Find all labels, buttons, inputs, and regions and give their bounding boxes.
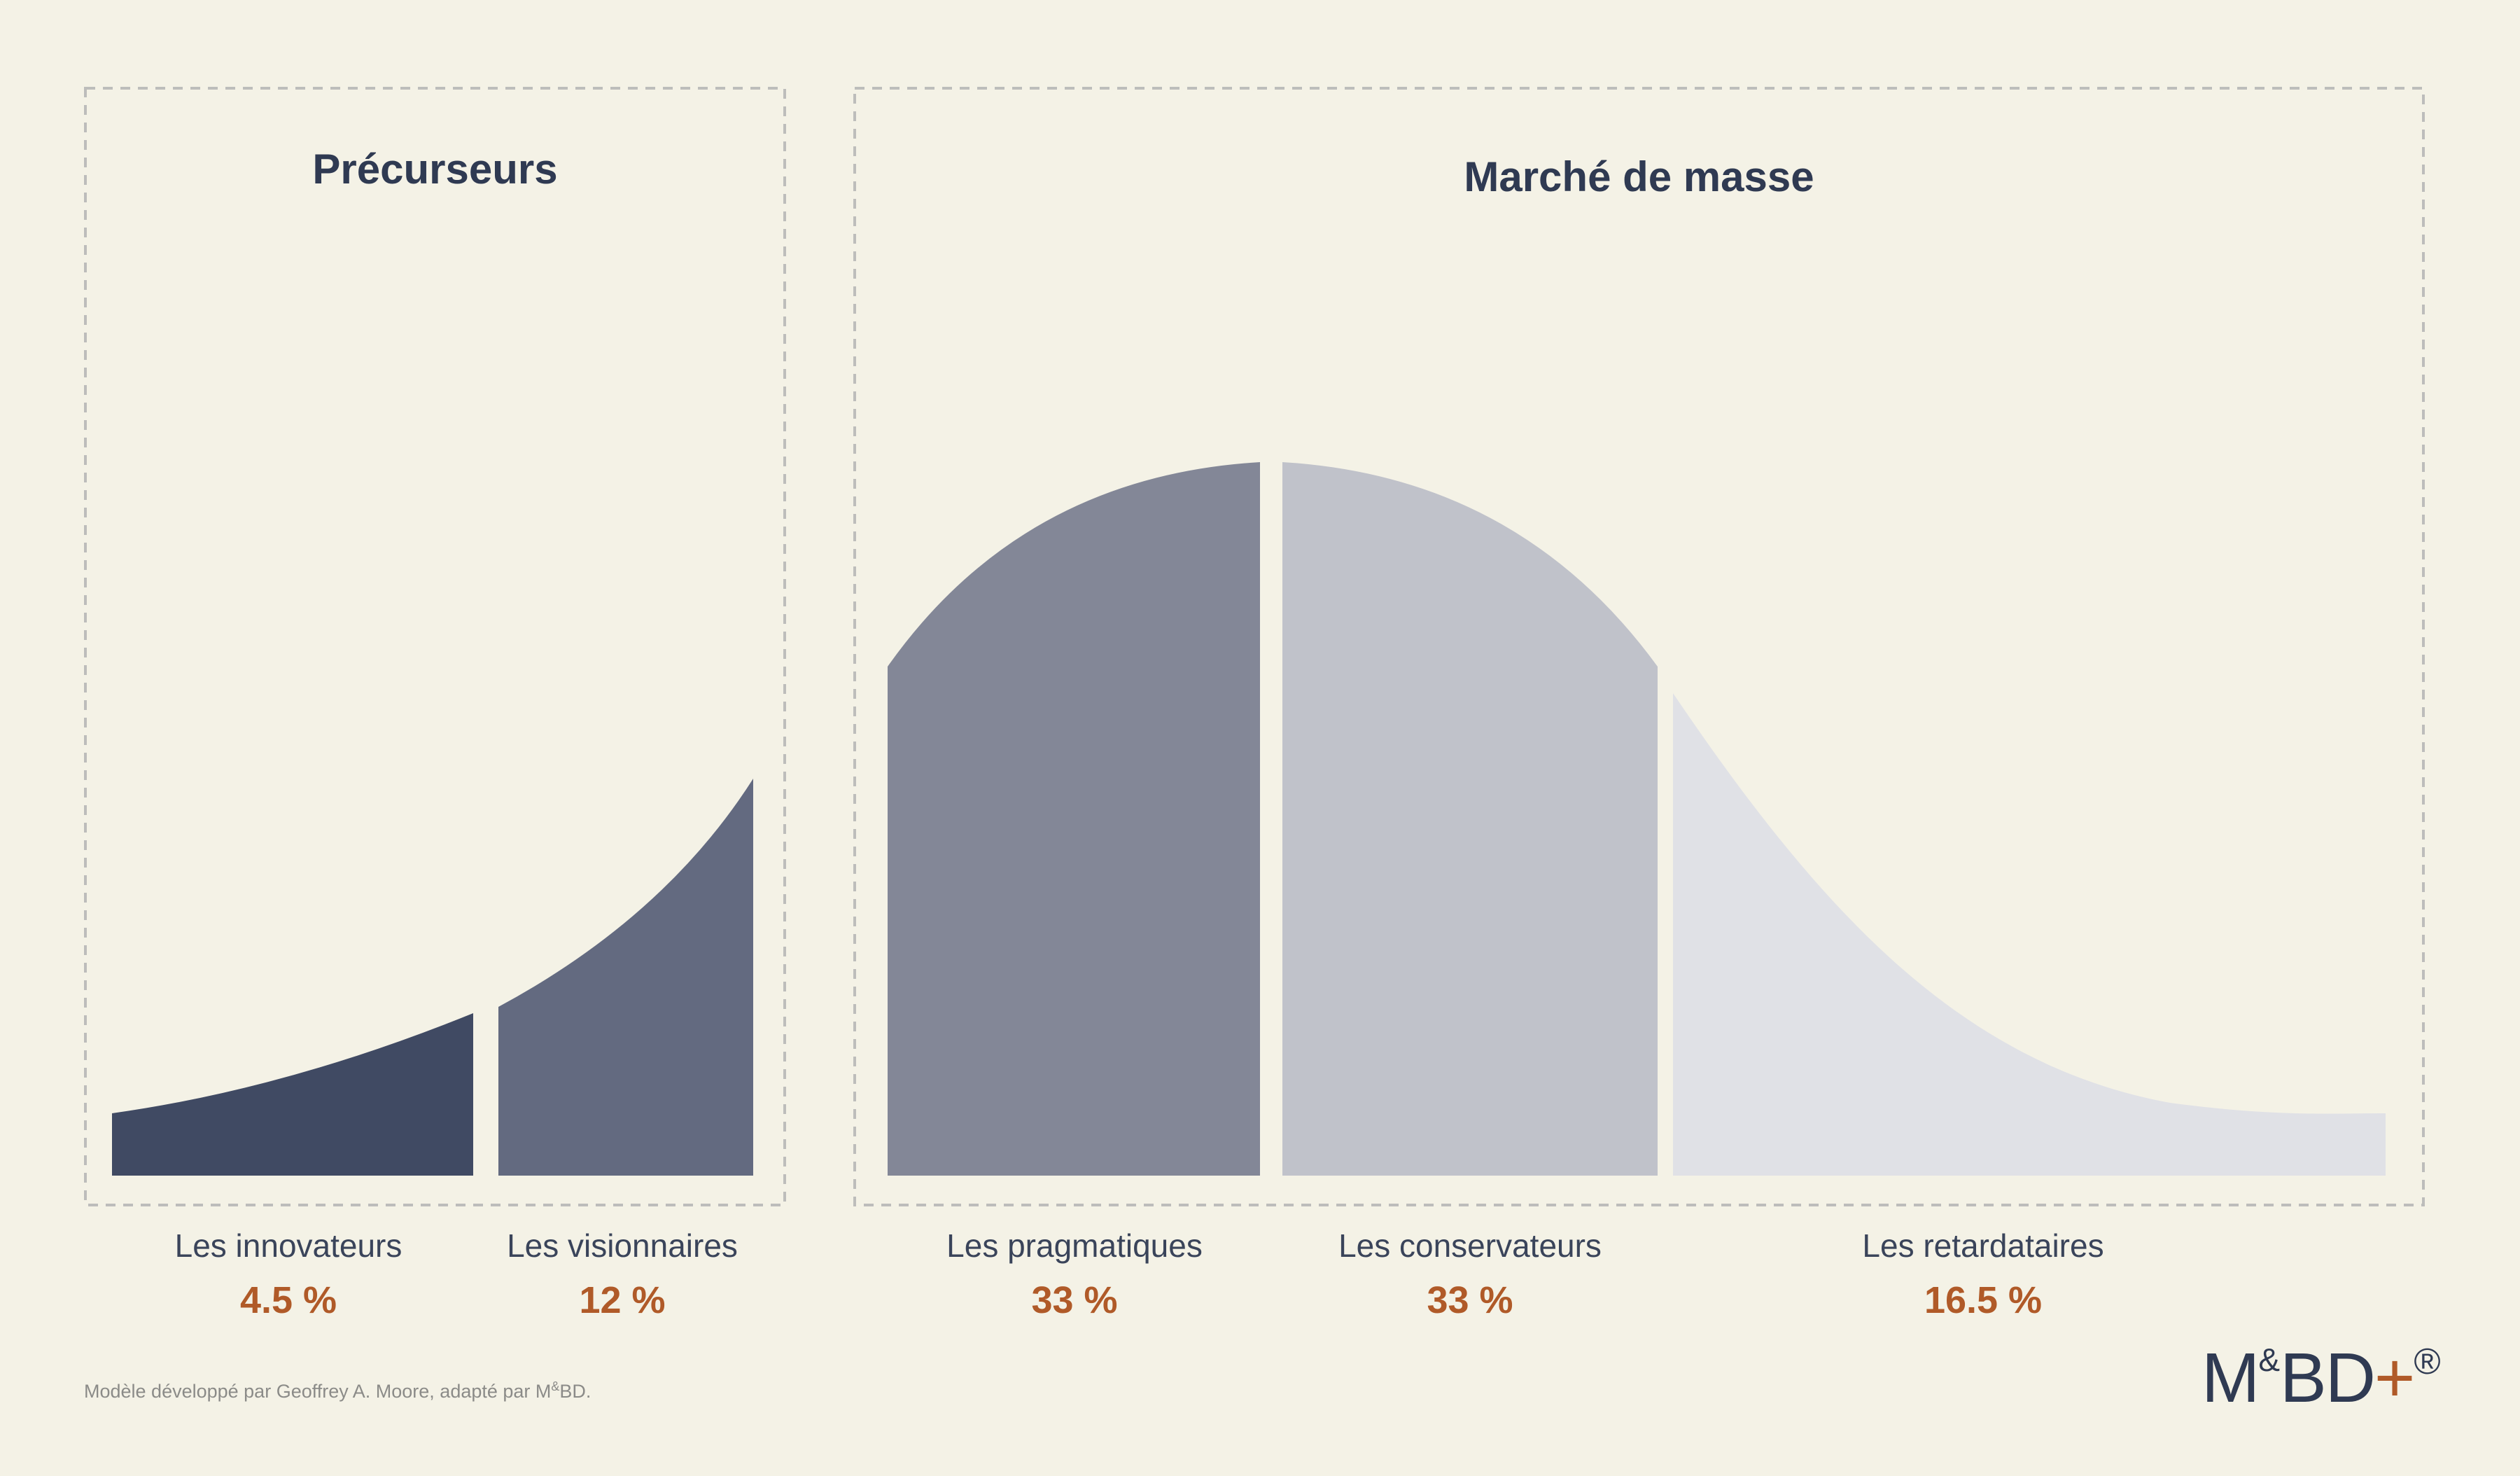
mass-group-title: Marché de masse [1464,153,1814,200]
brand-logo: M&BD+® [2202,1342,2441,1413]
segment-percent-pragmatists: 33 % [1031,1279,1118,1321]
logo-m: M [2202,1339,2260,1417]
segment-visionaries-area [498,779,753,1176]
segment-pragmatists-area [888,462,1260,1176]
segment-label-innovators: Les innovateurs [174,1227,402,1264]
segment-percent-laggards: 16.5 % [1924,1279,2043,1321]
early-group-title: Précurseurs [312,146,558,193]
segment-percent-innovators: 4.5 % [239,1279,337,1321]
segment-label-pragmatists: Les pragmatiques [946,1227,1203,1264]
footnote-suffix: BD. [559,1381,592,1402]
footnote-text: Modèle développé par Geoffrey A. Moore, … [84,1381,552,1402]
footnote-sup: & [551,1379,560,1393]
segment-label-conservatives: Les conservateurs [1338,1227,1602,1264]
registered-mark: ® [2414,1342,2440,1382]
segment-innovators-area [112,1013,473,1176]
logo-ampersand: & [2258,1342,2280,1378]
segment-label-laggards: Les retardataires [1862,1227,2104,1264]
segment-label-visionaries: Les visionnaires [507,1227,738,1264]
segment-percent-conservatives: 33 % [1427,1279,1513,1321]
segment-laggards-area [1673,693,2386,1176]
segment-percent-visionaries: 12 % [579,1279,666,1321]
logo-bd: BD [2280,1339,2376,1417]
mass-group-box [853,87,2425,1206]
source-footnote: Modèle développé par Geoffrey A. Moore, … [84,1379,591,1402]
segment-conservatives-area [1282,462,1658,1176]
logo-plus-icon: + [2374,1339,2415,1417]
